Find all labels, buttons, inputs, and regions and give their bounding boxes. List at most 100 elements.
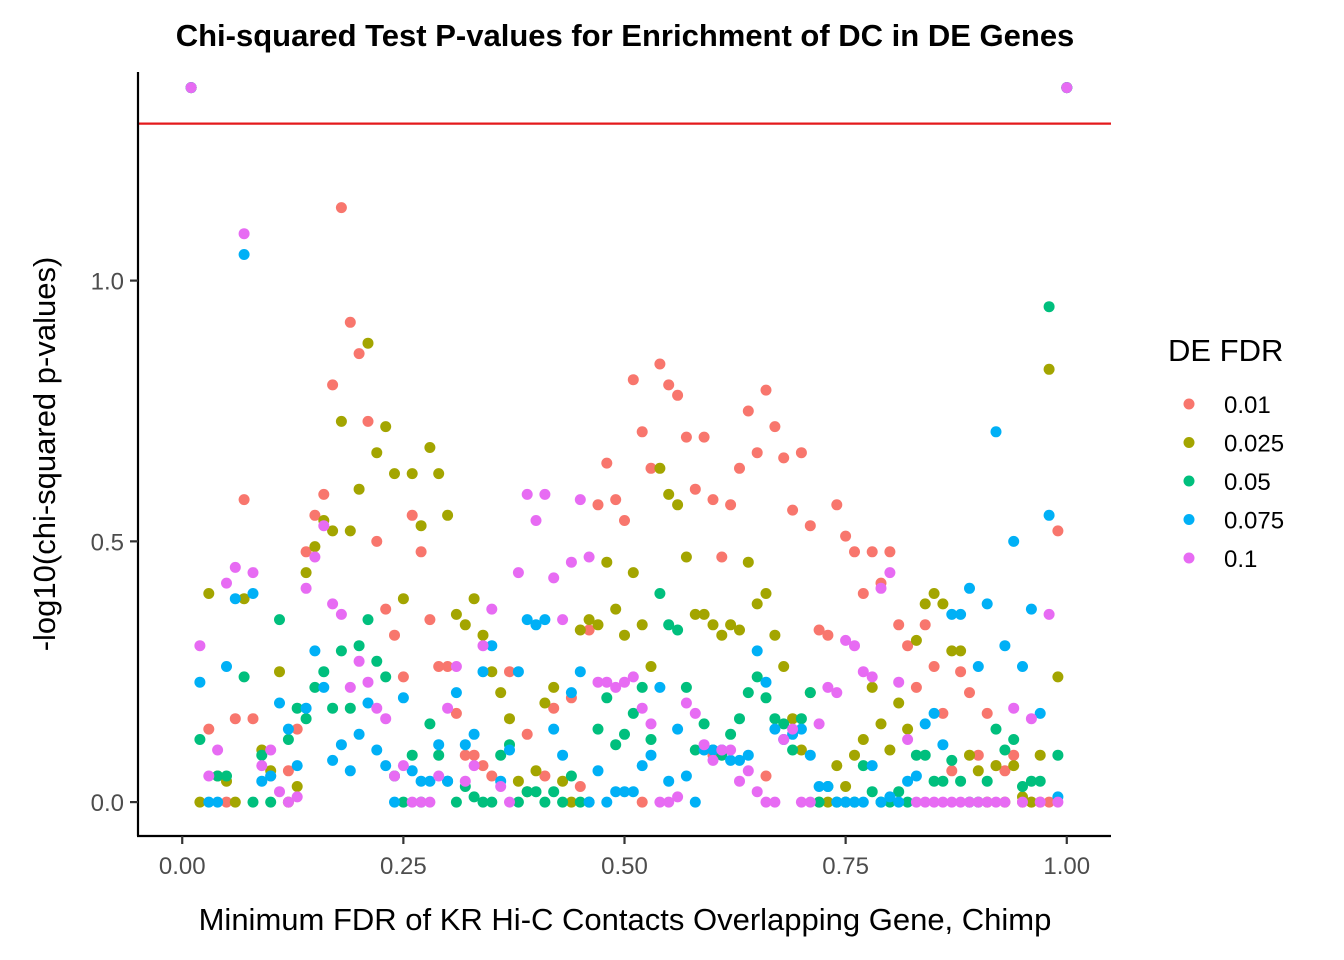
data-point: [247, 713, 259, 725]
data-point: [1061, 82, 1073, 94]
data-point: [539, 796, 551, 808]
data-point: [849, 749, 860, 761]
data-point: [300, 713, 312, 725]
legend-key: [1183, 514, 1195, 525]
data-point: [327, 598, 339, 610]
data-point: [282, 796, 294, 808]
data-point: [397, 796, 409, 808]
data-point: [300, 567, 312, 579]
data-point: [822, 796, 834, 808]
data-point: [512, 666, 524, 678]
data-point: [274, 786, 285, 798]
legend-key: [1183, 437, 1195, 448]
data-point: [760, 384, 772, 396]
data-point: [468, 728, 480, 740]
data-point: [504, 666, 515, 678]
data-point: [371, 655, 383, 667]
data-point: [919, 796, 931, 808]
data-point: [592, 619, 604, 631]
data-point: [362, 337, 374, 349]
data-point: [707, 744, 719, 756]
data-point: [601, 676, 613, 688]
data-point: [999, 765, 1011, 777]
data-point: [725, 499, 737, 511]
data-point: [636, 681, 648, 693]
data-point: [327, 702, 339, 714]
data-point: [601, 457, 613, 469]
data-point: [274, 666, 285, 678]
data-point: [433, 770, 445, 782]
data-point: [203, 796, 215, 808]
data-point: [344, 681, 356, 693]
data-point: [955, 666, 967, 678]
data-point: [238, 593, 250, 605]
data-point: [274, 697, 285, 709]
data-point: [1025, 713, 1037, 725]
data-point: [680, 697, 692, 709]
data-point: [893, 796, 905, 808]
data-point: [742, 405, 754, 417]
data-point: [486, 603, 498, 615]
data-point: [265, 796, 277, 808]
data-point: [1025, 775, 1037, 787]
data-point: [362, 614, 374, 626]
data-point: [734, 462, 745, 474]
data-point: [840, 781, 852, 792]
data-point: [530, 619, 542, 631]
data-point: [389, 629, 400, 641]
data-point: [928, 707, 940, 719]
data-point: [291, 702, 303, 714]
data-point: [778, 734, 790, 745]
data-point: [397, 671, 409, 683]
data-point: [495, 749, 507, 761]
data-point: [371, 702, 383, 714]
data-point: [1052, 749, 1064, 761]
data-point: [256, 749, 268, 761]
data-point: [442, 661, 454, 672]
data-point: [450, 608, 462, 620]
data-point: [194, 734, 206, 745]
data-point: [981, 598, 993, 610]
data-point: [751, 786, 763, 798]
data-point: [734, 624, 745, 636]
data-point: [229, 713, 241, 725]
data-point: [353, 640, 365, 652]
data-point: [849, 546, 860, 558]
data-point: [937, 739, 949, 751]
data-point: [495, 781, 507, 792]
x-tick-label: 1.00: [1043, 853, 1090, 880]
data-point: [530, 786, 542, 798]
x-axis-ticks: 0.00 0.25 0.50 0.75 1.00: [159, 836, 1090, 880]
data-point: [450, 707, 462, 719]
data-point: [893, 786, 905, 798]
data-point: [601, 796, 613, 808]
data-point: [1034, 796, 1046, 808]
data-point: [866, 546, 878, 558]
data-point: [291, 791, 303, 803]
data-point: [813, 781, 825, 792]
data-point: [1043, 509, 1055, 521]
data-point: [672, 723, 684, 735]
data-point: [300, 702, 312, 714]
data-point: [539, 697, 551, 709]
data-point: [265, 770, 277, 782]
data-point: [397, 692, 409, 704]
data-point: [972, 765, 984, 777]
data-point: [795, 796, 807, 808]
data-point: [601, 556, 613, 568]
data-point: [1008, 749, 1020, 761]
data-point: [760, 796, 772, 808]
data-point: [636, 796, 648, 808]
data-point: [751, 645, 763, 657]
data-point: [946, 754, 958, 766]
data-point: [1034, 707, 1046, 719]
data-point: [795, 713, 807, 725]
data-point: [406, 749, 418, 761]
data-point: [406, 765, 418, 777]
data-point: [999, 796, 1011, 808]
data-point: [742, 556, 754, 568]
data-point: [504, 744, 515, 756]
data-point: [1052, 671, 1064, 683]
data-point: [442, 775, 454, 787]
data-point: [769, 713, 781, 725]
